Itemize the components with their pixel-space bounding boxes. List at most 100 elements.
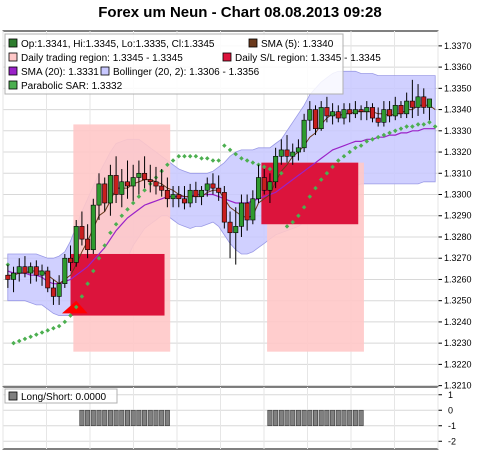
long-short-bar: [318, 409, 324, 427]
legend-swatch: [222, 52, 232, 62]
candle: [193, 189, 199, 197]
sar-dot: [11, 340, 16, 346]
long-short-bar: [301, 409, 307, 427]
candle: [409, 100, 415, 108]
long-short-bar: [107, 409, 113, 427]
candle: [28, 266, 34, 274]
candle: [398, 105, 404, 115]
y-tick-label: 1.3240: [444, 317, 472, 327]
candle: [210, 183, 216, 189]
candle: [267, 181, 273, 191]
sma5-line: [7, 104, 436, 285]
sar-dot: [341, 154, 347, 159]
long-short-bar: [79, 409, 85, 427]
candle: [244, 202, 250, 221]
legend-entry: SMA (5): 1.3340: [261, 39, 334, 50]
candle: [62, 257, 68, 285]
long-short-bar: [330, 409, 336, 427]
long-short-bar: [273, 409, 279, 427]
candle: [50, 287, 56, 297]
candle: [85, 238, 91, 251]
long-short-bar: [307, 409, 313, 427]
long-short-bar: [96, 409, 102, 427]
long-short-bar: [136, 409, 142, 427]
candle: [204, 183, 210, 191]
legend-entry: Daily S/L region: 1.3345 - 1.3345: [235, 53, 381, 64]
y-tick-label: 1.3250: [444, 296, 472, 306]
candle: [347, 109, 353, 115]
sar-dot: [353, 145, 358, 151]
legend-entry: Daily trading region: 1.3345 - 1.3345: [21, 53, 183, 64]
candle: [79, 226, 85, 240]
candle: [181, 198, 187, 204]
legend-entry: Long/Short: 0.0000: [21, 392, 107, 403]
y-tick-label: -2: [448, 436, 456, 446]
sar-dot: [324, 171, 330, 176]
legend-entry: SMA (20): 1.3331: [21, 67, 99, 78]
sar-dot: [45, 328, 50, 333]
candle: [16, 266, 22, 274]
y-tick-label: 0: [448, 405, 453, 415]
sar-dot: [108, 230, 113, 235]
long-short-bar: [164, 409, 170, 427]
long-short-bar: [324, 409, 330, 427]
long-short-bar: [119, 409, 125, 427]
sar-dot: [387, 130, 392, 136]
candle: [176, 194, 182, 200]
long-short-bar: [335, 409, 341, 427]
candle: [313, 109, 319, 129]
candle: [56, 283, 62, 297]
candle: [250, 198, 256, 221]
candle: [96, 183, 102, 206]
candle: [136, 172, 142, 178]
legend-entry: Bollinger (20, 2): 1.3306 - 1.3356: [113, 67, 260, 78]
y-tick-label: 1.3310: [444, 168, 472, 178]
y-tick-label: 1.3210: [444, 381, 472, 391]
legend-swatch: [8, 66, 18, 76]
long-short-bar: [142, 409, 148, 427]
long-short-bar: [278, 409, 284, 427]
candle: [164, 189, 170, 200]
candle: [330, 111, 336, 117]
candle: [364, 107, 370, 112]
candle: [301, 119, 307, 149]
long-short-bar: [267, 409, 273, 427]
candle: [68, 257, 74, 263]
legend-swatch: [8, 391, 18, 401]
long-short-bar: [295, 409, 301, 427]
candle: [341, 109, 347, 119]
candle: [216, 187, 222, 193]
sar-dot: [290, 219, 295, 225]
candle: [426, 98, 432, 108]
candle: [5, 274, 11, 280]
candle: [33, 266, 39, 276]
y-tick-label: 1.3280: [444, 232, 472, 242]
candle: [369, 107, 375, 119]
candle: [324, 107, 330, 117]
long-short-bar: [102, 409, 108, 427]
candle: [381, 109, 387, 123]
candle: [273, 155, 279, 183]
candle: [421, 96, 427, 108]
legend-box: [4, 33, 344, 95]
candle: [147, 179, 153, 183]
candle: [107, 175, 113, 204]
candle: [307, 109, 313, 121]
long-short-bar: [347, 409, 353, 427]
y-tick-label: 1.3260: [444, 274, 472, 284]
long-short-bar: [85, 409, 91, 427]
candle: [261, 177, 267, 191]
candle: [392, 105, 398, 117]
candle: [227, 221, 233, 234]
candle: [45, 270, 51, 289]
sar-dot: [284, 224, 290, 229]
legend-swatch: [248, 38, 258, 48]
long-short-bar: [358, 409, 364, 427]
y-tick-label: 1.3350: [444, 83, 472, 93]
long-short-bar: [90, 409, 96, 427]
candle: [73, 226, 79, 263]
y-tick-label: 1.3370: [444, 41, 472, 51]
y-tick-label: 1.3230: [444, 338, 472, 348]
chart-title: Forex um Neun - Chart 08.08.2013 09:28: [98, 4, 382, 21]
